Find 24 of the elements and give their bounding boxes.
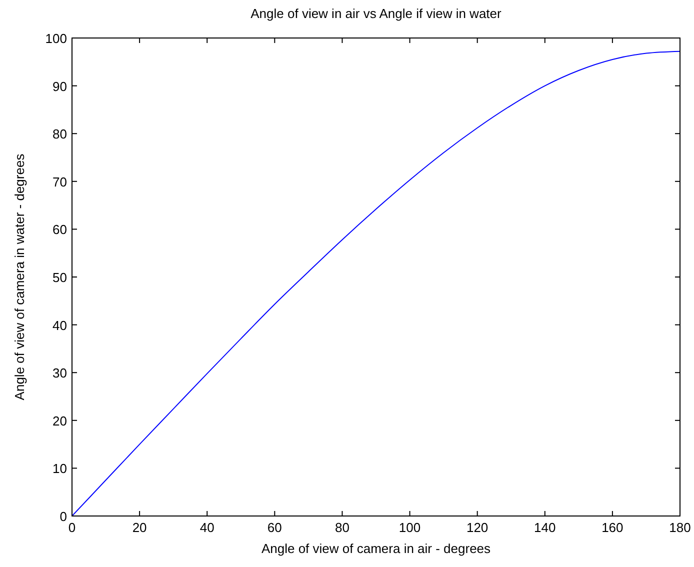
y-tick-label: 40 <box>52 318 67 333</box>
x-axis-title: Angle of view of camera in air - degrees <box>261 541 492 556</box>
y-tick-label: 0 <box>60 509 67 524</box>
x-tick-label: 140 <box>534 520 556 535</box>
x-tick-label: 120 <box>466 520 488 535</box>
x-tick-label: 180 <box>669 520 691 535</box>
x-tick-label: 80 <box>334 520 350 535</box>
y-tick-label: 10 <box>52 461 67 476</box>
y-tick-label: 70 <box>52 174 67 190</box>
x-tick-label: 40 <box>200 520 214 535</box>
line-series <box>72 50 680 516</box>
x-tick-label: 60 <box>267 520 282 535</box>
y-axis-title: Angle of view of camera in water - degrees <box>12 153 27 400</box>
y-tick-label: 50 <box>52 270 67 285</box>
x-tick-label: 160 <box>602 520 624 535</box>
y-tick-label: 100 <box>45 31 67 46</box>
x-tick-label: 100 <box>398 520 421 535</box>
y-tick-label: 90 <box>52 78 67 94</box>
y-tick-label: 20 <box>52 413 67 428</box>
chart-title: Angle of view in air vs Angle if view in water <box>250 6 502 21</box>
y-tick-label: 30 <box>52 366 67 381</box>
y-tick-label: 60 <box>52 222 67 238</box>
y-tick-label: 80 <box>52 126 67 142</box>
x-tick-label: 20 <box>132 520 147 535</box>
